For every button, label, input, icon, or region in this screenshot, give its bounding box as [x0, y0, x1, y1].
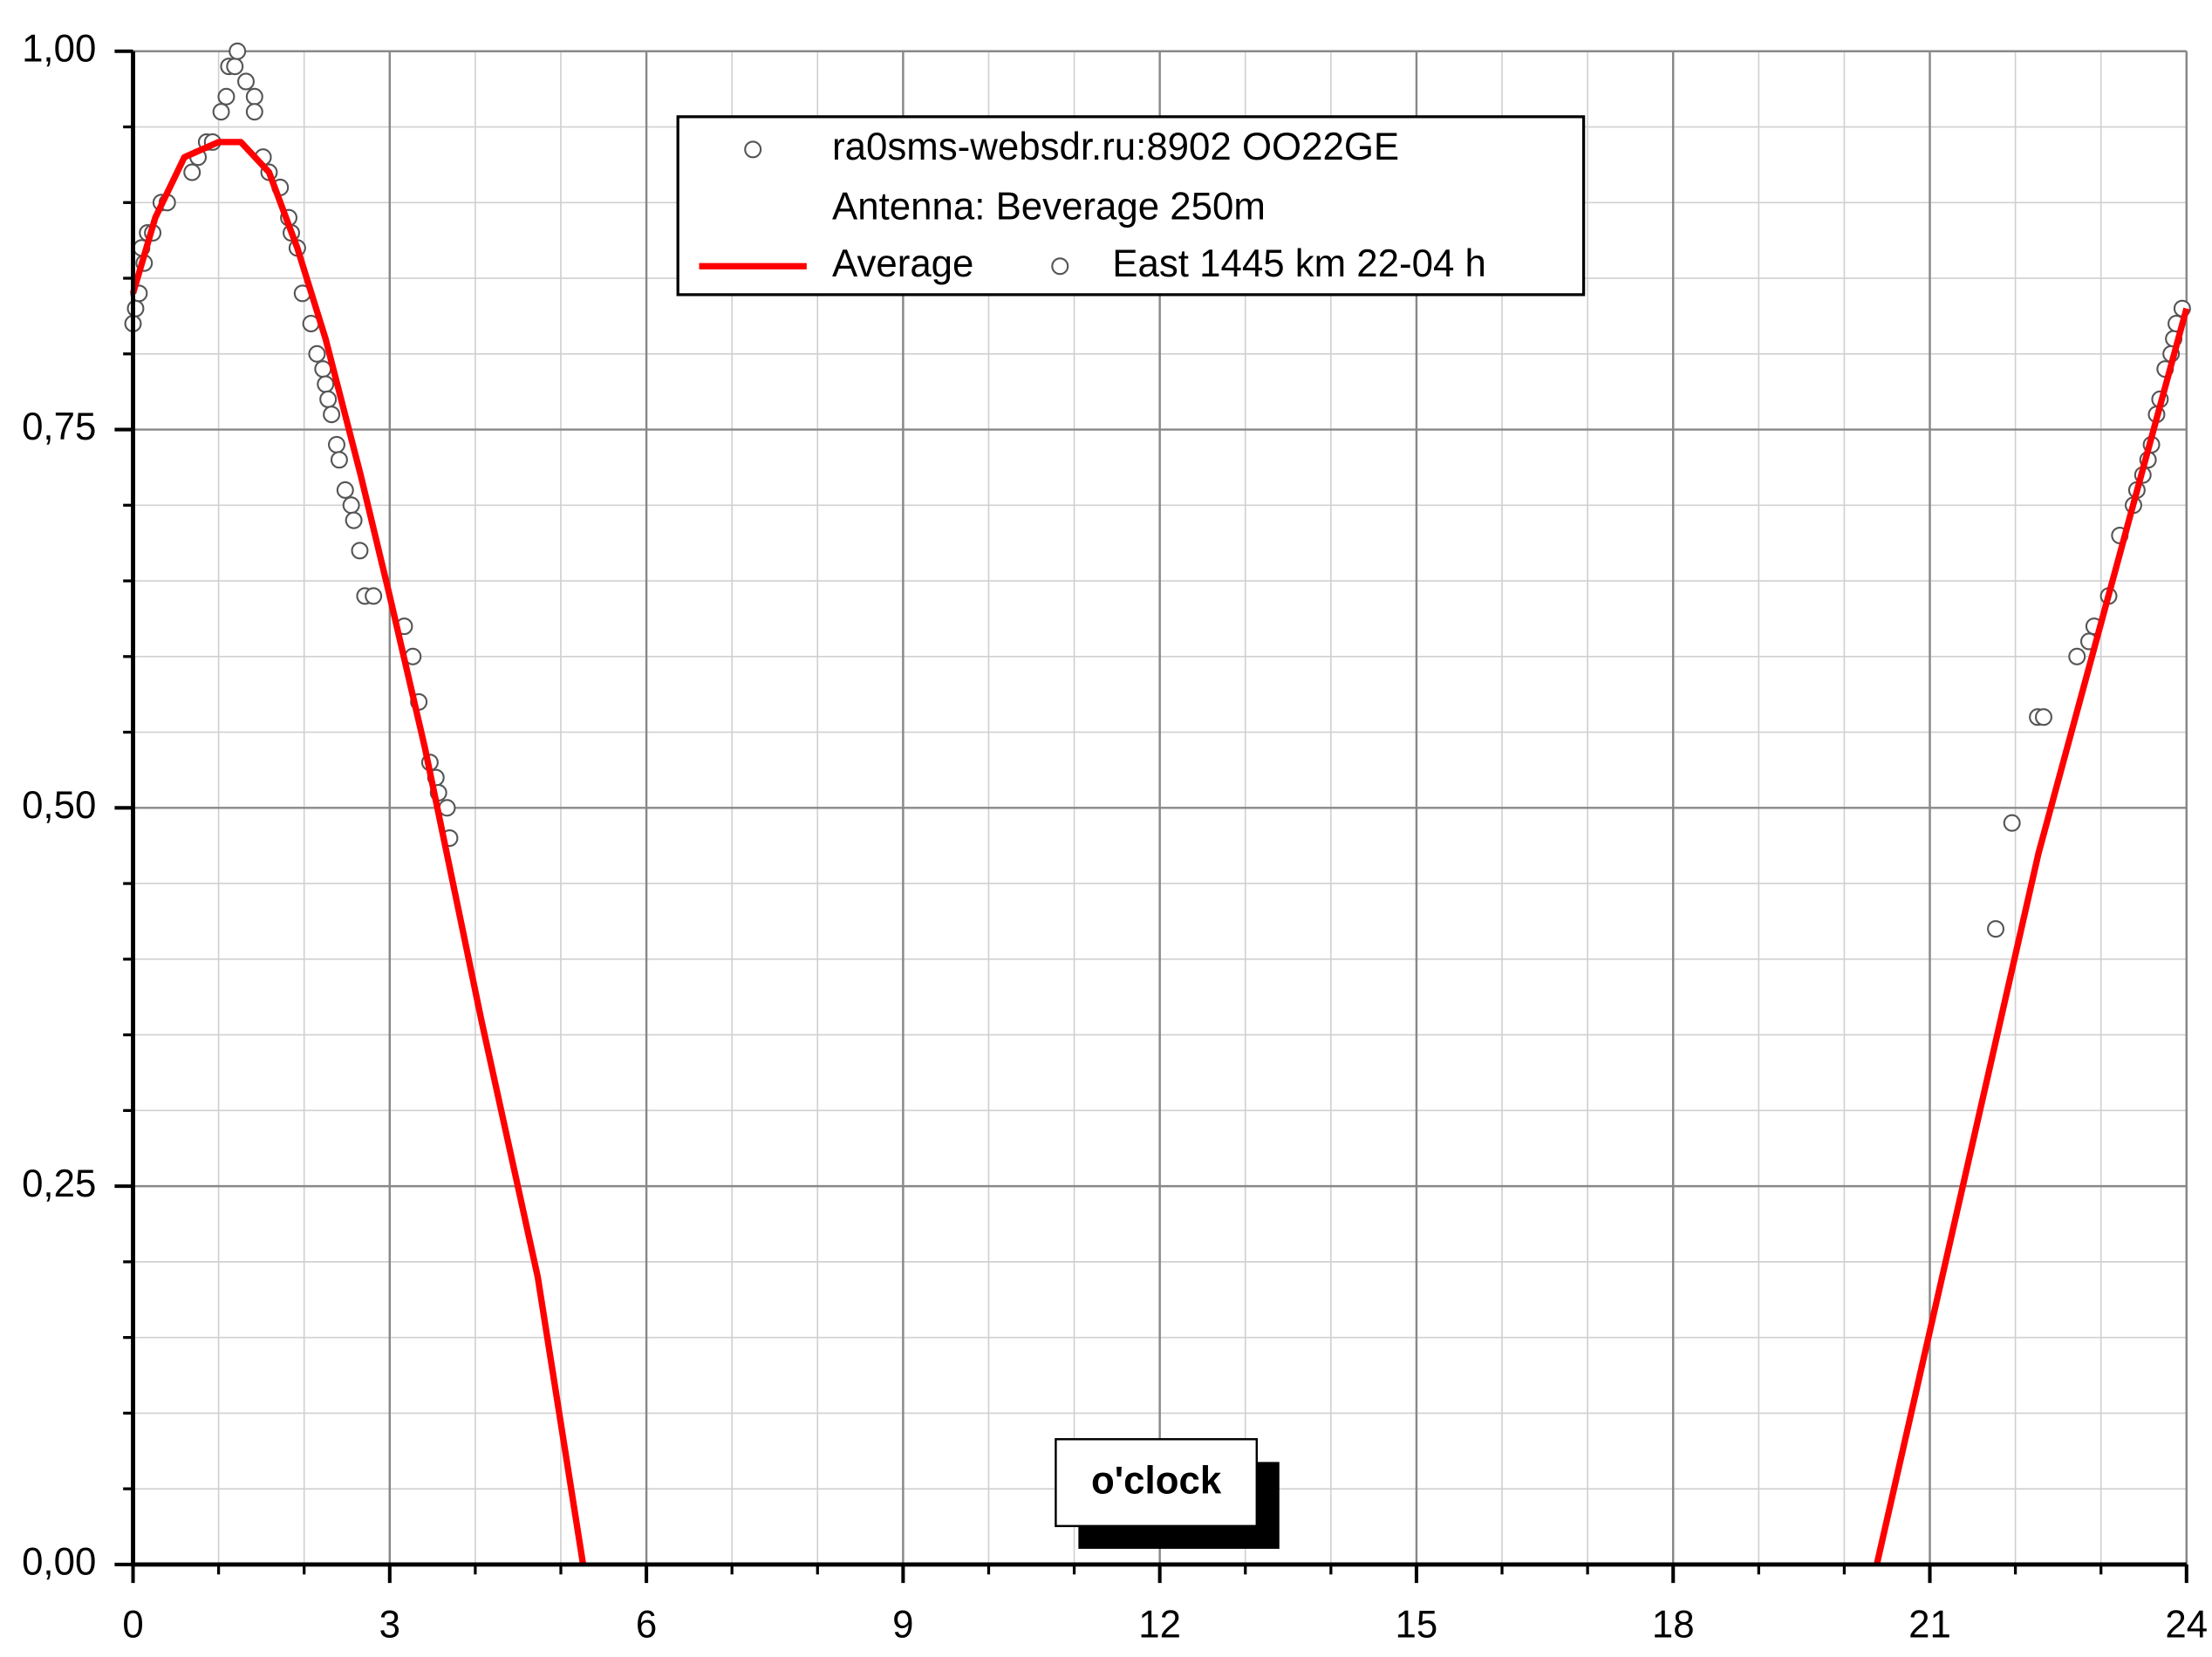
y-tick-label: 0,75 [22, 406, 96, 448]
data-point [317, 375, 335, 393]
x-tick-label: 3 [379, 1603, 400, 1646]
data-point [2034, 708, 2052, 726]
y-tick-label: 0,00 [22, 1540, 96, 1583]
data-point [308, 344, 326, 363]
axes: 0 3 6 9 12 15 18 21 24 0,00 0,25 0,50 0,75 1,00 [22, 27, 2208, 1646]
y-tick-label: 0,50 [22, 784, 96, 827]
marks [124, 42, 2191, 1565]
legend-label: Average [832, 242, 973, 285]
y-tick-label: 0,25 [22, 1163, 96, 1205]
x-tick-label: 9 [892, 1603, 913, 1646]
x-tick-label: 18 [1652, 1603, 1695, 1646]
data-point [1987, 920, 2005, 938]
data-point [126, 299, 145, 317]
data-point [226, 58, 244, 76]
x-tick-label: 12 [1138, 1603, 1181, 1646]
data-point [314, 360, 332, 378]
data-point [2068, 647, 2086, 665]
x-axis-label: o'clock [1091, 1459, 1222, 1502]
data-point [217, 87, 236, 106]
data-point [323, 406, 341, 424]
data-point [336, 481, 354, 499]
data-point [345, 511, 363, 529]
data-point [245, 103, 263, 121]
legend-swatch [744, 140, 762, 159]
data-point [319, 390, 338, 408]
x-tick-label: 24 [2165, 1603, 2208, 1646]
label-frame [1055, 1438, 1259, 1528]
average-line [130, 139, 2190, 1565]
x-tick-label: 15 [1396, 1603, 1438, 1646]
x-tick-label: 6 [636, 1603, 657, 1646]
legend-note: Antenna: Beverage 250m [832, 185, 1266, 228]
data-point [330, 451, 348, 469]
x-tick-label: 21 [1908, 1603, 1951, 1646]
data-point [237, 72, 255, 91]
data-point [2003, 814, 2021, 832]
data-point [365, 587, 383, 605]
legend-label: ra0sms-websdr.ru:8902 OO22GE [832, 126, 1399, 168]
data-point [351, 542, 369, 560]
x-label-box: o'clock [1055, 1438, 1280, 1549]
y-tick-label: 1,00 [22, 27, 96, 70]
data-point [212, 103, 230, 121]
x-tick-label: 0 [122, 1603, 143, 1646]
legend-swatch [1051, 257, 1069, 276]
data-point [245, 87, 263, 106]
data-point [342, 496, 360, 515]
legend-label: East 1445 km 22-04 h [1112, 242, 1486, 285]
data-point [328, 435, 345, 453]
legend-box [676, 115, 1586, 297]
data-point [229, 42, 247, 60]
data-point [183, 163, 201, 181]
legend: ra0sms-websdr.ru:8902 OO22GE Average East … [676, 115, 1586, 297]
